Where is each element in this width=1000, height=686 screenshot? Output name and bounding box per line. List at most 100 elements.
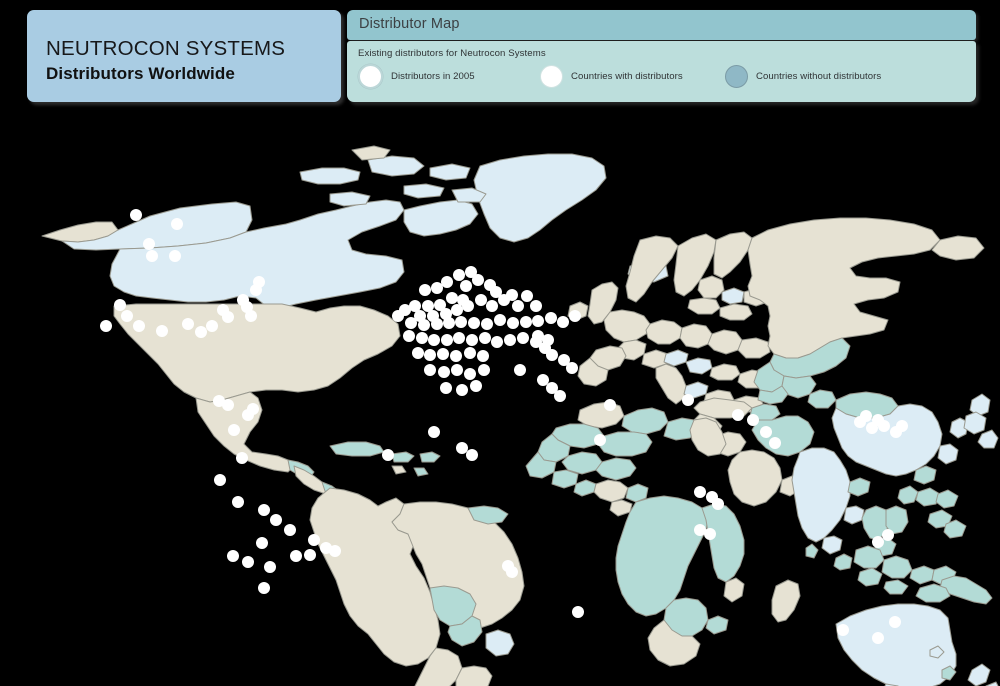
distributor-dot[interactable]	[464, 368, 476, 380]
distributor-dot[interactable]	[456, 384, 468, 396]
distributor-dot[interactable]	[479, 332, 491, 344]
distributor-dot[interactable]	[769, 437, 781, 449]
distributor-dot[interactable]	[604, 399, 616, 411]
distributor-dot[interactable]	[481, 318, 493, 330]
distributor-dot[interactable]	[472, 274, 484, 286]
distributor-dot[interactable]	[412, 347, 424, 359]
distributor-dot[interactable]	[440, 382, 452, 394]
distributor-dot[interactable]	[453, 269, 465, 281]
distributor-dot[interactable]	[514, 364, 526, 376]
distributor-dot[interactable]	[455, 316, 467, 328]
distributor-dot[interactable]	[441, 334, 453, 346]
distributor-dot[interactable]	[403, 330, 415, 342]
distributor-dot[interactable]	[284, 524, 296, 536]
distributor-dot[interactable]	[146, 250, 158, 262]
distributor-dot[interactable]	[557, 316, 569, 328]
distributor-dot[interactable]	[227, 550, 239, 562]
distributor-dot[interactable]	[450, 350, 462, 362]
distributor-dot[interactable]	[214, 474, 226, 486]
distributor-dot[interactable]	[258, 504, 270, 516]
distributor-dot[interactable]	[405, 317, 417, 329]
distributor-dot[interactable]	[270, 514, 282, 526]
distributor-dot[interactable]	[437, 348, 449, 360]
distributor-dot[interactable]	[460, 280, 472, 292]
distributor-dot[interactable]	[747, 414, 759, 426]
distributor-dot[interactable]	[256, 537, 268, 549]
distributor-dot[interactable]	[507, 317, 519, 329]
distributor-dot[interactable]	[504, 334, 516, 346]
distributor-dot[interactable]	[329, 545, 341, 557]
distributor-dot[interactable]	[465, 266, 477, 278]
distributor-dot[interactable]	[506, 289, 518, 301]
distributor-dot[interactable]	[566, 362, 578, 374]
distributor-dot[interactable]	[572, 606, 584, 618]
distributor-dot[interactable]	[304, 549, 316, 561]
distributor-dot[interactable]	[424, 364, 436, 376]
distributor-dot[interactable]	[264, 561, 276, 573]
distributor-dot[interactable]	[446, 292, 458, 304]
distributor-dot[interactable]	[490, 286, 502, 298]
distributor-dot[interactable]	[438, 366, 450, 378]
distributor-dot[interactable]	[143, 238, 155, 250]
distributor-dot[interactable]	[222, 399, 234, 411]
distributor-dot[interactable]	[114, 299, 126, 311]
distributor-dot[interactable]	[253, 276, 265, 288]
distributor-dot[interactable]	[213, 395, 225, 407]
distributor-dot[interactable]	[308, 534, 320, 546]
distributor-dot[interactable]	[470, 380, 482, 392]
distributor-dot[interactable]	[872, 536, 884, 548]
legend-item-countries-with[interactable]: Countries with distributors	[540, 65, 725, 88]
distributor-dot[interactable]	[872, 632, 884, 644]
distributor-dot[interactable]	[441, 276, 453, 288]
distributor-dot[interactable]	[443, 317, 455, 329]
distributor-dot[interactable]	[520, 316, 532, 328]
distributor-dot[interactable]	[594, 434, 606, 446]
distributor-dot[interactable]	[419, 284, 431, 296]
distributor-dot[interactable]	[477, 350, 489, 362]
distributor-dot[interactable]	[247, 403, 259, 415]
distributor-dot[interactable]	[416, 332, 428, 344]
distributor-dot[interactable]	[694, 524, 706, 536]
world-map[interactable]: .ld{stroke:#9a9a90;stroke-width:1;stroke…	[0, 110, 1000, 686]
distributor-dot[interactable]	[100, 320, 112, 332]
distributor-dot[interactable]	[232, 496, 244, 508]
distributor-dot[interactable]	[169, 250, 181, 262]
distributor-dot[interactable]	[414, 310, 426, 322]
distributor-dot[interactable]	[512, 300, 524, 312]
distributor-dot[interactable]	[428, 426, 440, 438]
distributor-dot[interactable]	[236, 452, 248, 464]
distributor-dot[interactable]	[424, 349, 436, 361]
distributor-dot[interactable]	[392, 310, 404, 322]
distributor-dot[interactable]	[121, 310, 133, 322]
distributor-dot[interactable]	[478, 364, 490, 376]
distributor-dot[interactable]	[530, 300, 542, 312]
distributor-dot[interactable]	[451, 364, 463, 376]
distributor-dot[interactable]	[486, 300, 498, 312]
distributor-dot[interactable]	[290, 550, 302, 562]
distributor-dot[interactable]	[545, 312, 557, 324]
distributor-dot[interactable]	[222, 311, 234, 323]
distributor-dot[interactable]	[475, 294, 487, 306]
distributor-dot[interactable]	[422, 300, 434, 312]
distributor-dot[interactable]	[130, 209, 142, 221]
distributor-dot[interactable]	[878, 420, 890, 432]
distributor-dot[interactable]	[732, 409, 744, 421]
distributor-dot[interactable]	[464, 347, 476, 359]
distributor-dot[interactable]	[491, 336, 503, 348]
world-map-svg[interactable]: .ld{stroke:#9a9a90;stroke-width:1;stroke…	[0, 110, 1000, 686]
distributor-dot[interactable]	[466, 449, 478, 461]
distributor-dot[interactable]	[682, 394, 694, 406]
distributor-dot[interactable]	[241, 301, 253, 313]
distributor-dot[interactable]	[451, 304, 463, 316]
distributor-dot[interactable]	[494, 314, 506, 326]
distributor-dot[interactable]	[428, 334, 440, 346]
distributor-dot[interactable]	[532, 330, 544, 342]
distributor-dot[interactable]	[554, 390, 566, 402]
distributor-dot[interactable]	[171, 218, 183, 230]
distributor-dot[interactable]	[195, 326, 207, 338]
distributor-dot[interactable]	[431, 318, 443, 330]
distributor-dot[interactable]	[431, 282, 443, 294]
distributor-dot[interactable]	[242, 556, 254, 568]
distributor-dot[interactable]	[896, 420, 908, 432]
distributor-dot[interactable]	[882, 529, 894, 541]
